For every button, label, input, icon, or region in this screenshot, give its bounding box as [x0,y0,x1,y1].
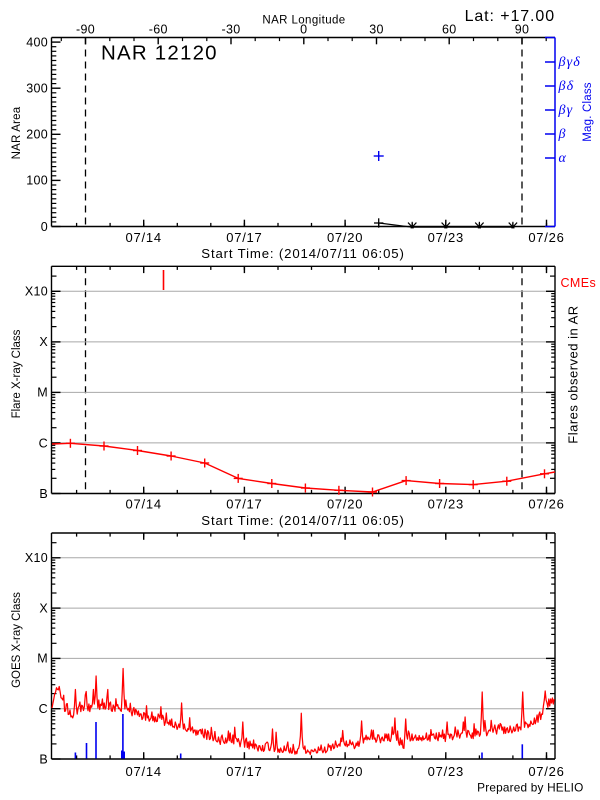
svg-text:B: B [39,487,48,501]
svg-text:90: 90 [515,23,530,37]
svg-text:CMEs: CMEs [561,276,597,290]
svg-text:07/23: 07/23 [428,764,464,779]
svg-text:α: α [559,151,567,166]
svg-text:βγδ: βγδ [558,55,581,70]
svg-text:07/17: 07/17 [226,497,262,512]
svg-text:C: C [39,436,48,450]
svg-text:30: 30 [369,23,384,37]
svg-text:100: 100 [26,174,48,188]
svg-text:Flares observed in AR: Flares observed in AR [566,305,581,443]
svg-text:07/14: 07/14 [126,230,162,245]
svg-text:Prepared by HELIO: Prepared by HELIO [477,781,583,795]
svg-text:07/17: 07/17 [226,764,262,779]
svg-text:NAR Area: NAR Area [11,106,23,159]
svg-text:B: B [39,752,48,766]
svg-text:07/26: 07/26 [528,230,564,245]
svg-text:X10: X10 [25,285,48,299]
svg-text:βδ: βδ [558,79,575,94]
svg-text:300: 300 [26,82,48,96]
svg-text:07/17: 07/17 [226,230,262,245]
svg-text:200: 200 [26,128,48,142]
svg-text:Start Time: (2014/07/11 06:05): Start Time: (2014/07/11 06:05) [201,513,404,528]
svg-text:0: 0 [300,23,307,37]
svg-text:C: C [39,702,48,716]
svg-text:07/14: 07/14 [126,764,162,779]
svg-text:07/23: 07/23 [428,497,464,512]
svg-text:X10: X10 [25,551,48,565]
svg-text:Mag. Class: Mag. Class [582,82,594,142]
svg-text:07/26: 07/26 [528,497,564,512]
svg-text:M: M [37,386,48,400]
svg-text:-30: -30 [222,23,241,37]
svg-text:X: X [39,335,48,349]
svg-text:0: 0 [41,220,48,234]
svg-text:βγ: βγ [558,103,574,118]
svg-text:07/23: 07/23 [428,230,464,245]
svg-text:07/20: 07/20 [327,764,363,779]
svg-text:07/20: 07/20 [327,497,363,512]
svg-text:07/20: 07/20 [327,230,363,245]
svg-text:Start Time: (2014/07/11 06:05): Start Time: (2014/07/11 06:05) [201,246,404,261]
svg-text:60: 60 [442,23,457,37]
svg-text:Lat: +17.00: Lat: +17.00 [465,8,555,25]
svg-text:-60: -60 [149,23,168,37]
svg-text:NAR Longitude: NAR Longitude [262,15,345,27]
svg-text:07/26: 07/26 [528,764,564,779]
svg-text:-90: -90 [76,23,95,37]
svg-text:07/14: 07/14 [126,497,162,512]
svg-text:400: 400 [26,35,48,49]
svg-text:Flare X-ray Class: Flare X-ray Class [11,329,23,418]
svg-text:M: M [37,652,48,666]
svg-text:NAR 12120: NAR 12120 [101,42,218,65]
svg-text:β: β [558,127,567,142]
svg-text:GOES X-ray Class: GOES X-ray Class [11,592,23,688]
svg-text:X: X [39,601,48,615]
